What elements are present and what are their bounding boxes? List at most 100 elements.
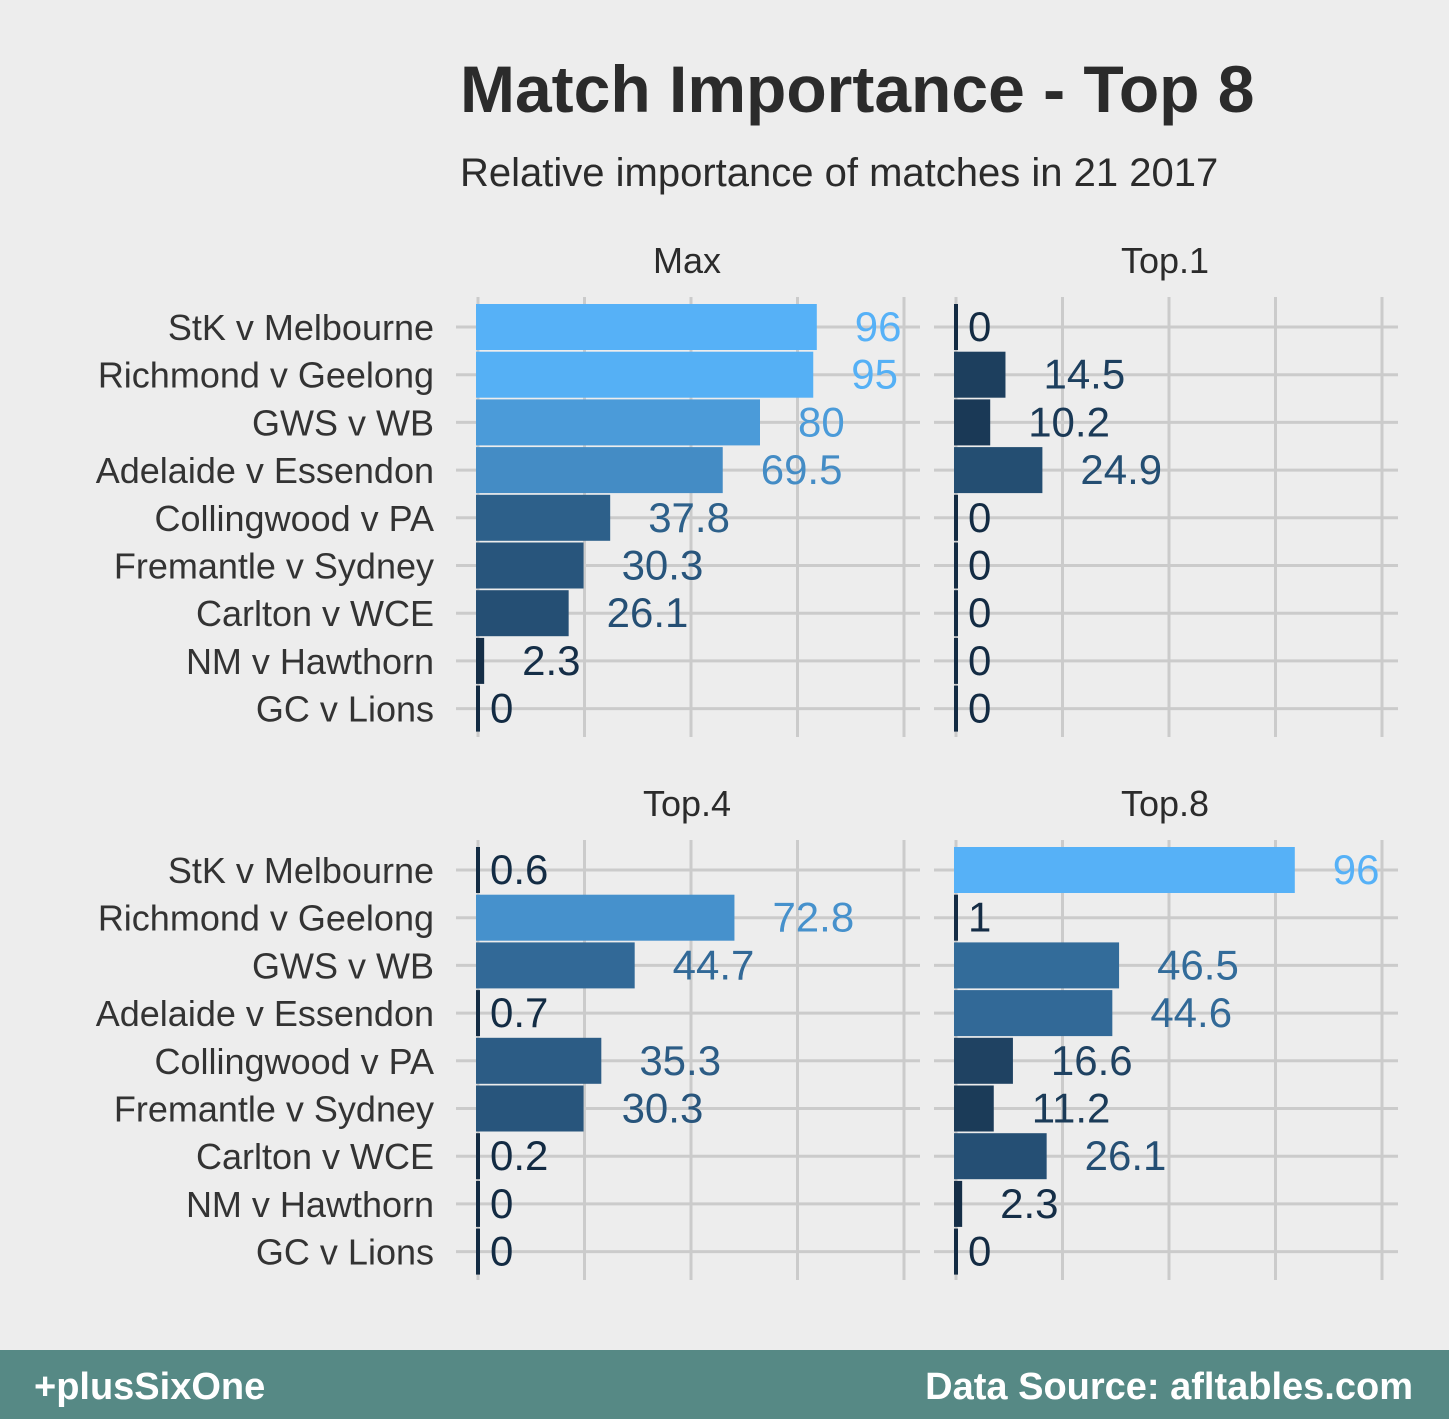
- bar: [954, 590, 958, 637]
- category-label: Collingwood v PA: [155, 498, 434, 539]
- category-label: Adelaide v Essendon: [96, 450, 434, 491]
- chart-subtitle: Relative importance of matches in 21 201…: [460, 151, 1218, 195]
- data-label: 0.2: [490, 1132, 548, 1179]
- bar: [954, 637, 958, 684]
- category-label: StK v Melbourne: [168, 307, 434, 348]
- bar: [476, 942, 635, 989]
- category-label: GWS v WB: [252, 402, 434, 443]
- bar: [954, 399, 991, 446]
- bar: [476, 894, 735, 941]
- data-label: 14.5: [1043, 351, 1125, 398]
- data-label: 24.9: [1080, 446, 1162, 493]
- bar: [954, 447, 1043, 494]
- data-label: 10.2: [1028, 398, 1110, 445]
- data-label: 0: [968, 637, 991, 684]
- data-label: 0: [968, 685, 991, 732]
- data-label: 0: [968, 1228, 991, 1275]
- bar: [476, 1180, 480, 1227]
- data-label: 69.5: [761, 446, 843, 493]
- data-label: 0: [490, 685, 513, 732]
- facet-label: Top.1: [1121, 240, 1209, 281]
- category-label: Carlton v WCE: [196, 593, 434, 634]
- data-label: 30.3: [622, 542, 704, 589]
- facet-label: Top.8: [1121, 783, 1209, 824]
- category-label: StK v Melbourne: [168, 850, 434, 891]
- data-label: 0.7: [490, 989, 548, 1036]
- category-label: GC v Lions: [256, 689, 434, 730]
- bar: [954, 990, 1113, 1037]
- category-label: NM v Hawthorn: [186, 1184, 434, 1225]
- data-label: 26.1: [607, 589, 689, 636]
- bar: [954, 1180, 963, 1227]
- facet-panel-top-8: Top.8 96 1 46.544.6 16.611.226.1 2.30: [934, 783, 1398, 1280]
- data-label: 16.6: [1051, 1037, 1133, 1084]
- bar: [954, 494, 958, 541]
- data-label: 46.5: [1157, 941, 1239, 988]
- facet-panel-max: Max StK v Melbourne Richmond v Geelong GWS …: [96, 240, 920, 737]
- data-label: 1: [968, 894, 991, 941]
- bar: [476, 847, 480, 893]
- facet-panels: Max StK v Melbourne Richmond v Geelong GWS …: [96, 240, 1398, 1280]
- facet-panel-top-4: Top.4 StK v Melbourne Richmond v Geelong GW…: [96, 783, 920, 1280]
- bar: [476, 990, 480, 1037]
- category-label: Collingwood v PA: [155, 1041, 434, 1082]
- chart-title: Match Importance - Top 8: [460, 52, 1255, 126]
- bar: [476, 1085, 584, 1132]
- bar: [476, 494, 611, 541]
- bar: [476, 685, 480, 732]
- category-label: GC v Lions: [256, 1232, 434, 1273]
- bar: [476, 637, 485, 684]
- bar: [954, 1133, 1047, 1180]
- data-label: 26.1: [1085, 1132, 1167, 1179]
- bar: [476, 1037, 602, 1084]
- bar: [954, 542, 958, 589]
- data-label: 44.7: [673, 941, 755, 988]
- bar: [476, 590, 569, 637]
- chart-canvas: Match Importance - Top 8 Relative import…: [96, 52, 1398, 1280]
- data-label: 11.2: [1032, 1085, 1111, 1132]
- bar: [954, 304, 958, 350]
- bar: [954, 351, 1006, 398]
- data-label: 35.3: [639, 1037, 721, 1084]
- bar: [476, 304, 817, 350]
- data-label: 0: [490, 1180, 513, 1227]
- data-label: 95: [851, 351, 898, 398]
- brand-label: +plusSixOne: [34, 1366, 266, 1408]
- data-label: 96: [855, 303, 902, 350]
- category-label: Fremantle v Sydney: [114, 1089, 434, 1130]
- facet-label: Top.4: [643, 783, 731, 824]
- category-label: NM v Hawthorn: [186, 641, 434, 682]
- bar: [954, 1037, 1013, 1084]
- bar: [954, 847, 1295, 893]
- category-label: Adelaide v Essendon: [96, 993, 434, 1034]
- data-label: 96: [1333, 846, 1380, 893]
- bar: [476, 1133, 480, 1180]
- category-label: Fremantle v Sydney: [114, 546, 434, 587]
- category-label: Carlton v WCE: [196, 1136, 434, 1177]
- bar: [954, 942, 1120, 989]
- data-label: 0: [968, 303, 991, 350]
- facet-label: Max: [653, 240, 721, 281]
- category-label: Richmond v Geelong: [98, 355, 434, 396]
- bar: [476, 399, 760, 446]
- data-label: 0.6: [490, 846, 548, 893]
- data-label: 0: [968, 589, 991, 636]
- bar: [476, 447, 723, 494]
- data-label: 72.8: [772, 894, 854, 941]
- data-source-label: Data Source: afltables.com: [925, 1366, 1413, 1408]
- data-label: 2.3: [1000, 1180, 1058, 1227]
- data-label: 0: [968, 494, 991, 541]
- footer-bar: +plusSixOne Data Source: afltables.com: [0, 1350, 1449, 1419]
- data-label: 80: [798, 398, 845, 445]
- data-label: 2.3: [522, 637, 580, 684]
- bar: [954, 685, 958, 732]
- data-label: 44.6: [1150, 989, 1232, 1036]
- category-label: GWS v WB: [252, 945, 434, 986]
- bar: [954, 894, 958, 941]
- bar: [476, 351, 814, 398]
- bar: [476, 542, 584, 589]
- data-label: 0: [490, 1228, 513, 1275]
- data-label: 0: [968, 542, 991, 589]
- category-label: Richmond v Geelong: [98, 898, 434, 939]
